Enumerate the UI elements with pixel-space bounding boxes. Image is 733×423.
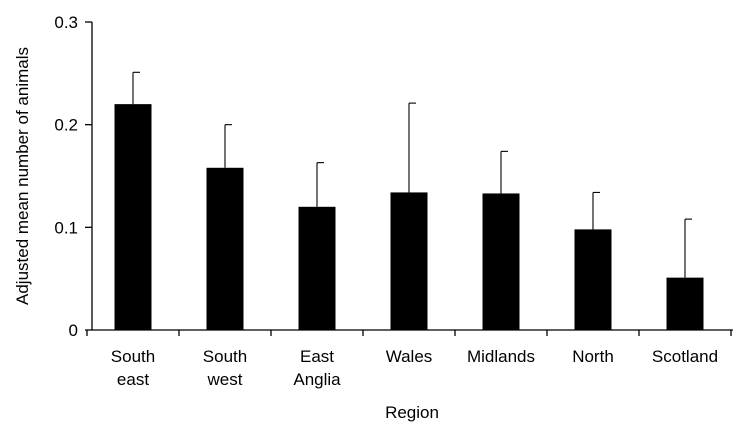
x-tick-label: North [572,347,614,366]
x-axis-ticks [86,330,732,336]
x-tick-label: East [300,347,334,366]
bar [390,192,428,330]
x-tick-label: Scotland [652,347,718,366]
bar [206,167,244,330]
bar [298,206,336,330]
x-tick-labels: South east South west East Anglia Wales Midland… [111,347,718,389]
x-tick-label: west [207,370,243,389]
x-tick-label: South [111,347,155,366]
y-tick-label: 0.3 [54,13,78,32]
y-axis-title: Adjusted mean number of animals [13,47,32,305]
x-tick-label: east [117,370,149,389]
bar [114,104,152,330]
bars [114,104,704,330]
x-tick-label: Midlands [467,347,535,366]
x-tick-label: Wales [386,347,433,366]
x-tick-label: Anglia [293,370,341,389]
y-tick-label: 0.2 [54,116,78,135]
error-bars [132,71,692,278]
bar [574,229,612,330]
bar [482,193,520,330]
y-axis-ticks: 0 0.1 0.2 0.3 [54,13,92,340]
x-tick-label: South [203,347,247,366]
y-tick-label: 0 [69,321,78,340]
y-tick-label: 0.1 [54,218,78,237]
bar [666,277,704,330]
x-axis-title: Region [385,403,439,422]
